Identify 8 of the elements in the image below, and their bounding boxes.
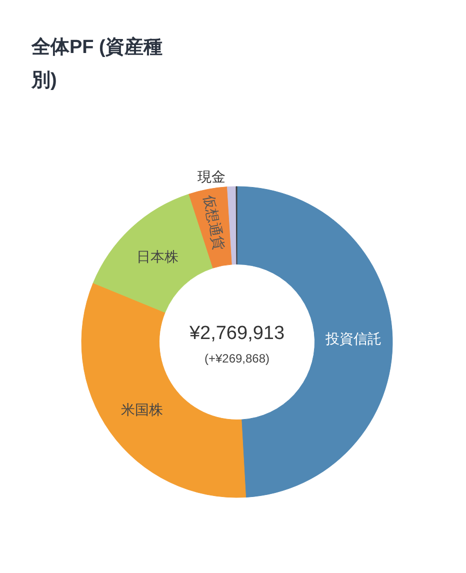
- slice-label: 仮想通貨: [200, 192, 228, 252]
- slice-label: 現金: [198, 168, 226, 185]
- text: ¥2,769,913: [188, 323, 285, 344]
- chart-title: 全体PF (資産種別): [30, 36, 162, 91]
- slice-label: 日本株: [136, 248, 179, 264]
- slice-label: 米国株: [121, 402, 164, 418]
- text: (+¥269,868): [204, 352, 270, 366]
- slice-label: 投資信託: [324, 330, 382, 347]
